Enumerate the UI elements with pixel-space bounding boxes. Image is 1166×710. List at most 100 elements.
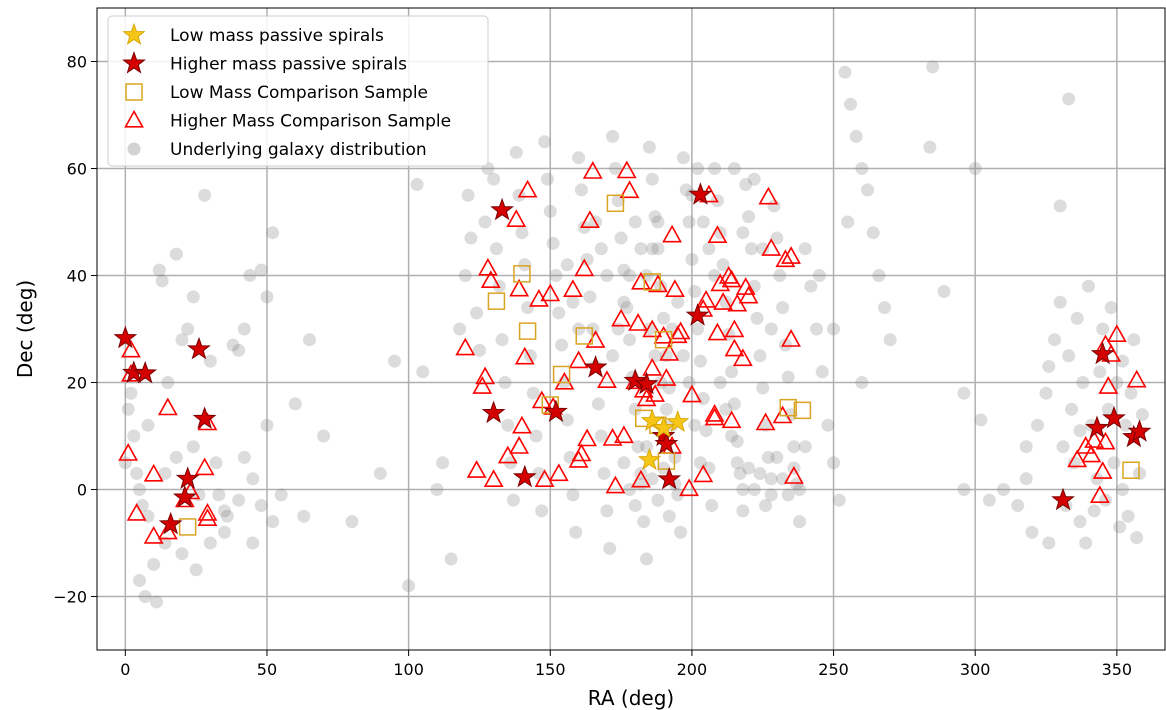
underlying-galaxy-point	[124, 386, 138, 400]
underlying-galaxy-point	[226, 338, 240, 352]
underlying-galaxy-point	[158, 466, 172, 480]
underlying-galaxy-point	[1118, 418, 1132, 432]
higher-mass-comparison-point	[577, 428, 597, 447]
underlying-galaxy-point	[560, 258, 574, 272]
underlying-galaxy-point	[254, 263, 268, 277]
underlying-galaxy-point	[472, 343, 486, 357]
y-axis-label: Dec (deg)	[13, 280, 37, 378]
underlying-galaxy-point	[487, 172, 501, 186]
underlying-galaxy-point	[266, 226, 280, 240]
underlying-galaxy-point	[345, 515, 359, 529]
underlying-galaxy-point	[614, 231, 628, 245]
x-tick-label: 50	[257, 660, 277, 679]
underlying-galaxy-point	[538, 135, 552, 149]
higher-mass-comparison-point	[761, 238, 782, 256]
higher-mass-comparison-point	[197, 508, 218, 527]
underlying-galaxy-point	[682, 215, 696, 229]
underlying-galaxy-point	[787, 440, 801, 454]
underlying-galaxy-point	[518, 258, 532, 272]
higher-mass-comparison-point	[653, 325, 674, 344]
underlying-galaxy-point	[1121, 509, 1135, 523]
underlying-galaxy-point	[498, 376, 512, 389]
y-tick-label: 0	[77, 481, 87, 500]
underlying-galaxy-point	[1011, 499, 1025, 513]
underlying-galaxy-point	[770, 450, 784, 464]
y-tick-label: 20	[67, 374, 87, 393]
underlying-galaxy-point	[181, 322, 195, 336]
y-axis-ticks: −20 0 20 40 60 80	[53, 53, 97, 607]
underlying-galaxy-point	[606, 129, 620, 143]
higher-mass-comparison-point	[121, 339, 141, 358]
underlying-galaxy-point	[152, 263, 166, 277]
underlying-galaxy-point	[1076, 376, 1090, 389]
underlying-galaxy-point	[648, 210, 662, 224]
underlying-galaxy-point	[549, 269, 563, 282]
underlying-galaxy-point	[679, 183, 693, 197]
underlying-galaxy-point	[1093, 365, 1107, 379]
series-higher-mass-comparison	[118, 160, 1147, 544]
underlying-galaxy-point	[186, 440, 200, 454]
higher-mass-spiral-point	[481, 400, 506, 424]
underlying-galaxy-point	[1062, 349, 1076, 363]
higher-mass-comparison-point	[466, 460, 487, 478]
underlying-galaxy-point	[773, 269, 787, 282]
underlying-galaxy-point	[158, 536, 172, 550]
higher-mass-spiral-point	[192, 406, 217, 430]
higher-mass-spiral-point	[544, 399, 568, 422]
underlying-galaxy-point	[543, 204, 557, 218]
x-tick-label: 250	[818, 660, 849, 679]
higher-mass-spiral-point	[1102, 405, 1126, 429]
higher-mass-comparison-point	[1075, 436, 1096, 454]
underlying-galaxy-point	[620, 301, 634, 315]
underlying-galaxy-point	[402, 579, 416, 593]
underlying-galaxy-point	[742, 210, 756, 224]
higher-mass-comparison-point	[648, 274, 668, 293]
higher-mass-comparison-point	[659, 342, 680, 361]
higher-mass-comparison-point	[512, 415, 532, 434]
higher-mass-comparison-point	[704, 403, 725, 422]
underlying-galaxy-point	[387, 354, 401, 368]
underlying-galaxy-point	[659, 349, 673, 363]
higher-mass-comparison-point	[636, 388, 657, 407]
higher-mass-comparison-point	[758, 186, 779, 205]
y-tick-label: 60	[67, 160, 87, 179]
higher-mass-comparison-point	[721, 269, 742, 288]
higher-mass-spiral-point	[133, 360, 158, 384]
underlying-galaxy-point	[127, 429, 141, 443]
underlying-galaxy-point	[662, 509, 676, 523]
low-mass-comparison-point	[793, 401, 812, 420]
higher-mass-comparison-point	[1098, 376, 1119, 394]
underlying-galaxy-point	[764, 488, 778, 502]
underlying-galaxy-point	[600, 504, 614, 518]
underlying-galaxy-point	[501, 418, 515, 432]
underlying-galaxy-point	[1101, 402, 1115, 416]
underlying-galaxy-point	[572, 151, 586, 165]
underlying-galaxy-point	[756, 242, 770, 256]
higher-mass-comparison-point	[665, 279, 685, 298]
underlying-galaxy-point	[430, 483, 444, 496]
higher-mass-comparison-point	[509, 436, 530, 454]
underlying-galaxy-point	[1065, 402, 1079, 416]
higher-mass-comparison-point	[631, 469, 651, 488]
low-mass-comparison-point	[487, 292, 506, 310]
underlying-galaxy-point	[739, 178, 753, 192]
higher-mass-comparison-point	[571, 443, 592, 462]
underlying-galaxy-point	[1073, 515, 1087, 529]
higher-mass-comparison-point	[506, 209, 527, 227]
underlying-galaxy-point	[212, 488, 226, 502]
underlying-galaxy-point	[756, 381, 770, 395]
underlying-galaxy-point	[671, 488, 685, 502]
underlying-galaxy-point	[246, 472, 260, 486]
underlying-galaxy-point	[130, 466, 144, 480]
underlying-galaxy-point	[651, 215, 665, 229]
underlying-galaxy-point	[546, 236, 560, 250]
higher-mass-comparison-point	[614, 425, 634, 444]
underlying-galaxy-point	[1073, 424, 1087, 438]
underlying-galaxy-point	[736, 226, 750, 240]
underlying-galaxy-point	[232, 493, 246, 507]
higher-mass-spiral-point	[623, 368, 648, 392]
underlying-galaxy-point	[161, 376, 175, 389]
x-axis-ticks: 0 50 100 150 200 250 300 350	[120, 650, 1132, 679]
higher-mass-comparison-point	[455, 337, 476, 356]
higher-mass-spiral-point	[634, 371, 659, 395]
